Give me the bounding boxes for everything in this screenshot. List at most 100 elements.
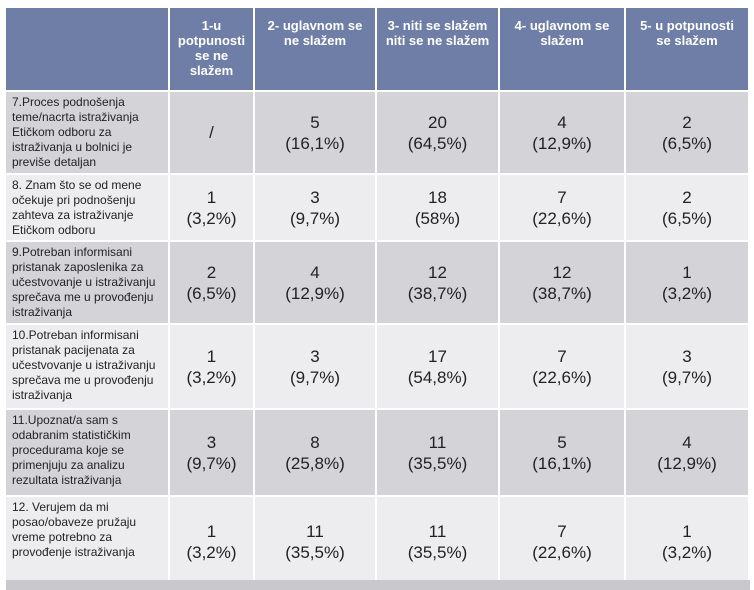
data-cell: 11 (35,5%) bbox=[377, 410, 500, 497]
data-cell: 2 (6,5%) bbox=[626, 175, 750, 242]
percent: (9,7%) bbox=[289, 208, 341, 228]
data-cell: / bbox=[170, 92, 255, 175]
percent: (35,5%) bbox=[407, 542, 468, 562]
header-cell: 3- niti se slažem niti se ne slažem bbox=[377, 8, 500, 92]
bottom-band bbox=[6, 580, 750, 590]
percent: (12,9%) bbox=[657, 453, 717, 473]
count: 11 bbox=[428, 432, 447, 452]
count: 11 bbox=[428, 521, 447, 541]
data-cell: 1 (3,2%) bbox=[170, 497, 255, 580]
percent: (12,9%) bbox=[285, 283, 345, 303]
percent: (35,5%) bbox=[285, 542, 345, 562]
count: 3 bbox=[206, 432, 217, 452]
statement: 10.Potreban informisani pristanak pacije… bbox=[12, 328, 156, 402]
count: 4 bbox=[310, 262, 320, 282]
header-cell: 1-u potpunosti se ne slažem bbox=[170, 8, 255, 92]
data-cell: 12 (38,7%) bbox=[500, 242, 626, 325]
data-cell: 5 (16,1%) bbox=[500, 410, 626, 497]
percent: (22,6%) bbox=[532, 542, 592, 562]
statement: 12. Verujem da mi posao/obaveze pružaju … bbox=[12, 500, 137, 559]
data-cell: 8 (25,8%) bbox=[255, 410, 377, 497]
count: 2 bbox=[682, 112, 692, 132]
data-cell: 18 (58%) bbox=[377, 175, 500, 242]
data-cell: 1 (3,2%) bbox=[170, 175, 255, 242]
data-cell: 3 (9,7%) bbox=[255, 325, 377, 410]
percent: (38,7%) bbox=[532, 283, 592, 303]
table: 1-u potpunosti se ne slažem 2- uglavnom s… bbox=[6, 8, 750, 580]
percent: (3,2%) bbox=[186, 542, 237, 562]
count: 7 bbox=[557, 521, 567, 541]
header-cell: 5- u potpunosti se slažem bbox=[626, 8, 750, 92]
header-cell: 4- uglavnom se slažem bbox=[500, 8, 626, 92]
count: / bbox=[209, 123, 214, 142]
row-label: 8. Znam što se od mene očekuje pri podno… bbox=[6, 175, 170, 242]
percent: (3,2%) bbox=[186, 208, 237, 228]
count: 8 bbox=[310, 432, 320, 452]
count: 12 bbox=[552, 262, 572, 282]
count: 1 bbox=[682, 521, 692, 541]
count: 3 bbox=[682, 346, 692, 366]
count: 5 bbox=[310, 112, 320, 132]
statement: 7.Proces podnošenja teme/nacrta istraživ… bbox=[12, 95, 139, 169]
percent: (16,1%) bbox=[532, 453, 592, 473]
header-text: 2- uglavnom se ne slažem bbox=[267, 18, 363, 48]
percent: (38,7%) bbox=[407, 283, 468, 303]
data-cell: 1 (3,2%) bbox=[626, 242, 750, 325]
count: 3 bbox=[310, 187, 320, 207]
count: 17 bbox=[428, 346, 447, 366]
percent: (22,6%) bbox=[532, 367, 592, 387]
data-cell: 4 (12,9%) bbox=[626, 410, 750, 497]
header-text: 4- uglavnom se slažem bbox=[514, 18, 610, 48]
statement: 9.Potreban informisani pristanak zaposle… bbox=[12, 245, 156, 319]
data-cell: 20 (64,5%) bbox=[377, 92, 500, 175]
statement: 8. Znam što se od mene očekuje pri podno… bbox=[12, 178, 142, 237]
row-label: 12. Verujem da mi posao/obaveze pružaju … bbox=[6, 497, 170, 580]
row-label: 11.Upoznat/a sam s odabranim statistički… bbox=[6, 410, 170, 497]
percent: (54,8%) bbox=[407, 367, 468, 387]
row-label: 10.Potreban informisani pristanak pacije… bbox=[6, 325, 170, 410]
header-text: 3- niti se slažem niti se ne slažem bbox=[385, 18, 490, 48]
count: 7 bbox=[557, 346, 567, 366]
percent: (3,2%) bbox=[661, 542, 713, 562]
statement: 11.Upoznat/a sam s odabranim statistički… bbox=[12, 413, 131, 487]
count: 2 bbox=[682, 187, 692, 207]
percent: (6,5%) bbox=[661, 208, 713, 228]
percent: (22,6%) bbox=[532, 208, 592, 228]
count: 4 bbox=[557, 112, 567, 132]
percent: (6,5%) bbox=[186, 283, 237, 303]
data-cell: 11 (35,5%) bbox=[255, 497, 377, 580]
count: 12 bbox=[428, 262, 447, 282]
percent: (58%) bbox=[414, 208, 461, 228]
data-cell: 7 (22,6%) bbox=[500, 497, 626, 580]
percent: (12,9%) bbox=[532, 133, 592, 153]
header-text: 1-u potpunosti se ne slažem bbox=[177, 18, 246, 78]
data-cell: 7 (22,6%) bbox=[500, 175, 626, 242]
count: 4 bbox=[682, 432, 692, 452]
count: 11 bbox=[306, 521, 324, 541]
percent: (9,7%) bbox=[661, 367, 713, 387]
data-cell: 3 (9,7%) bbox=[626, 325, 750, 410]
data-cell: 17 (54,8%) bbox=[377, 325, 500, 410]
percent: (9,7%) bbox=[186, 453, 237, 473]
percent: (25,8%) bbox=[285, 453, 345, 473]
data-cell: 2 (6,5%) bbox=[170, 242, 255, 325]
percent: (35,5%) bbox=[407, 453, 468, 473]
count: 1 bbox=[206, 187, 217, 207]
count: 3 bbox=[310, 346, 320, 366]
count: 1 bbox=[206, 346, 217, 366]
percent: (3,2%) bbox=[186, 367, 237, 387]
count: 18 bbox=[428, 187, 447, 207]
data-cell: 1 (3,2%) bbox=[170, 325, 255, 410]
row-label: 9.Potreban informisani pristanak zaposle… bbox=[6, 242, 170, 325]
count: 5 bbox=[557, 432, 567, 452]
data-cell: 5 (16,1%) bbox=[255, 92, 377, 175]
percent: (3,2%) bbox=[661, 283, 713, 303]
count: 20 bbox=[428, 112, 447, 132]
data-cell: 2 (6,5%) bbox=[626, 92, 750, 175]
data-cell: 3 (9,7%) bbox=[255, 175, 377, 242]
data-cell: 3 (9,7%) bbox=[170, 410, 255, 497]
percent: (6,5%) bbox=[661, 133, 713, 153]
count: 2 bbox=[206, 262, 217, 282]
header-text: 5- u potpunosti se slažem bbox=[640, 18, 734, 48]
percent: (9,7%) bbox=[289, 367, 341, 387]
